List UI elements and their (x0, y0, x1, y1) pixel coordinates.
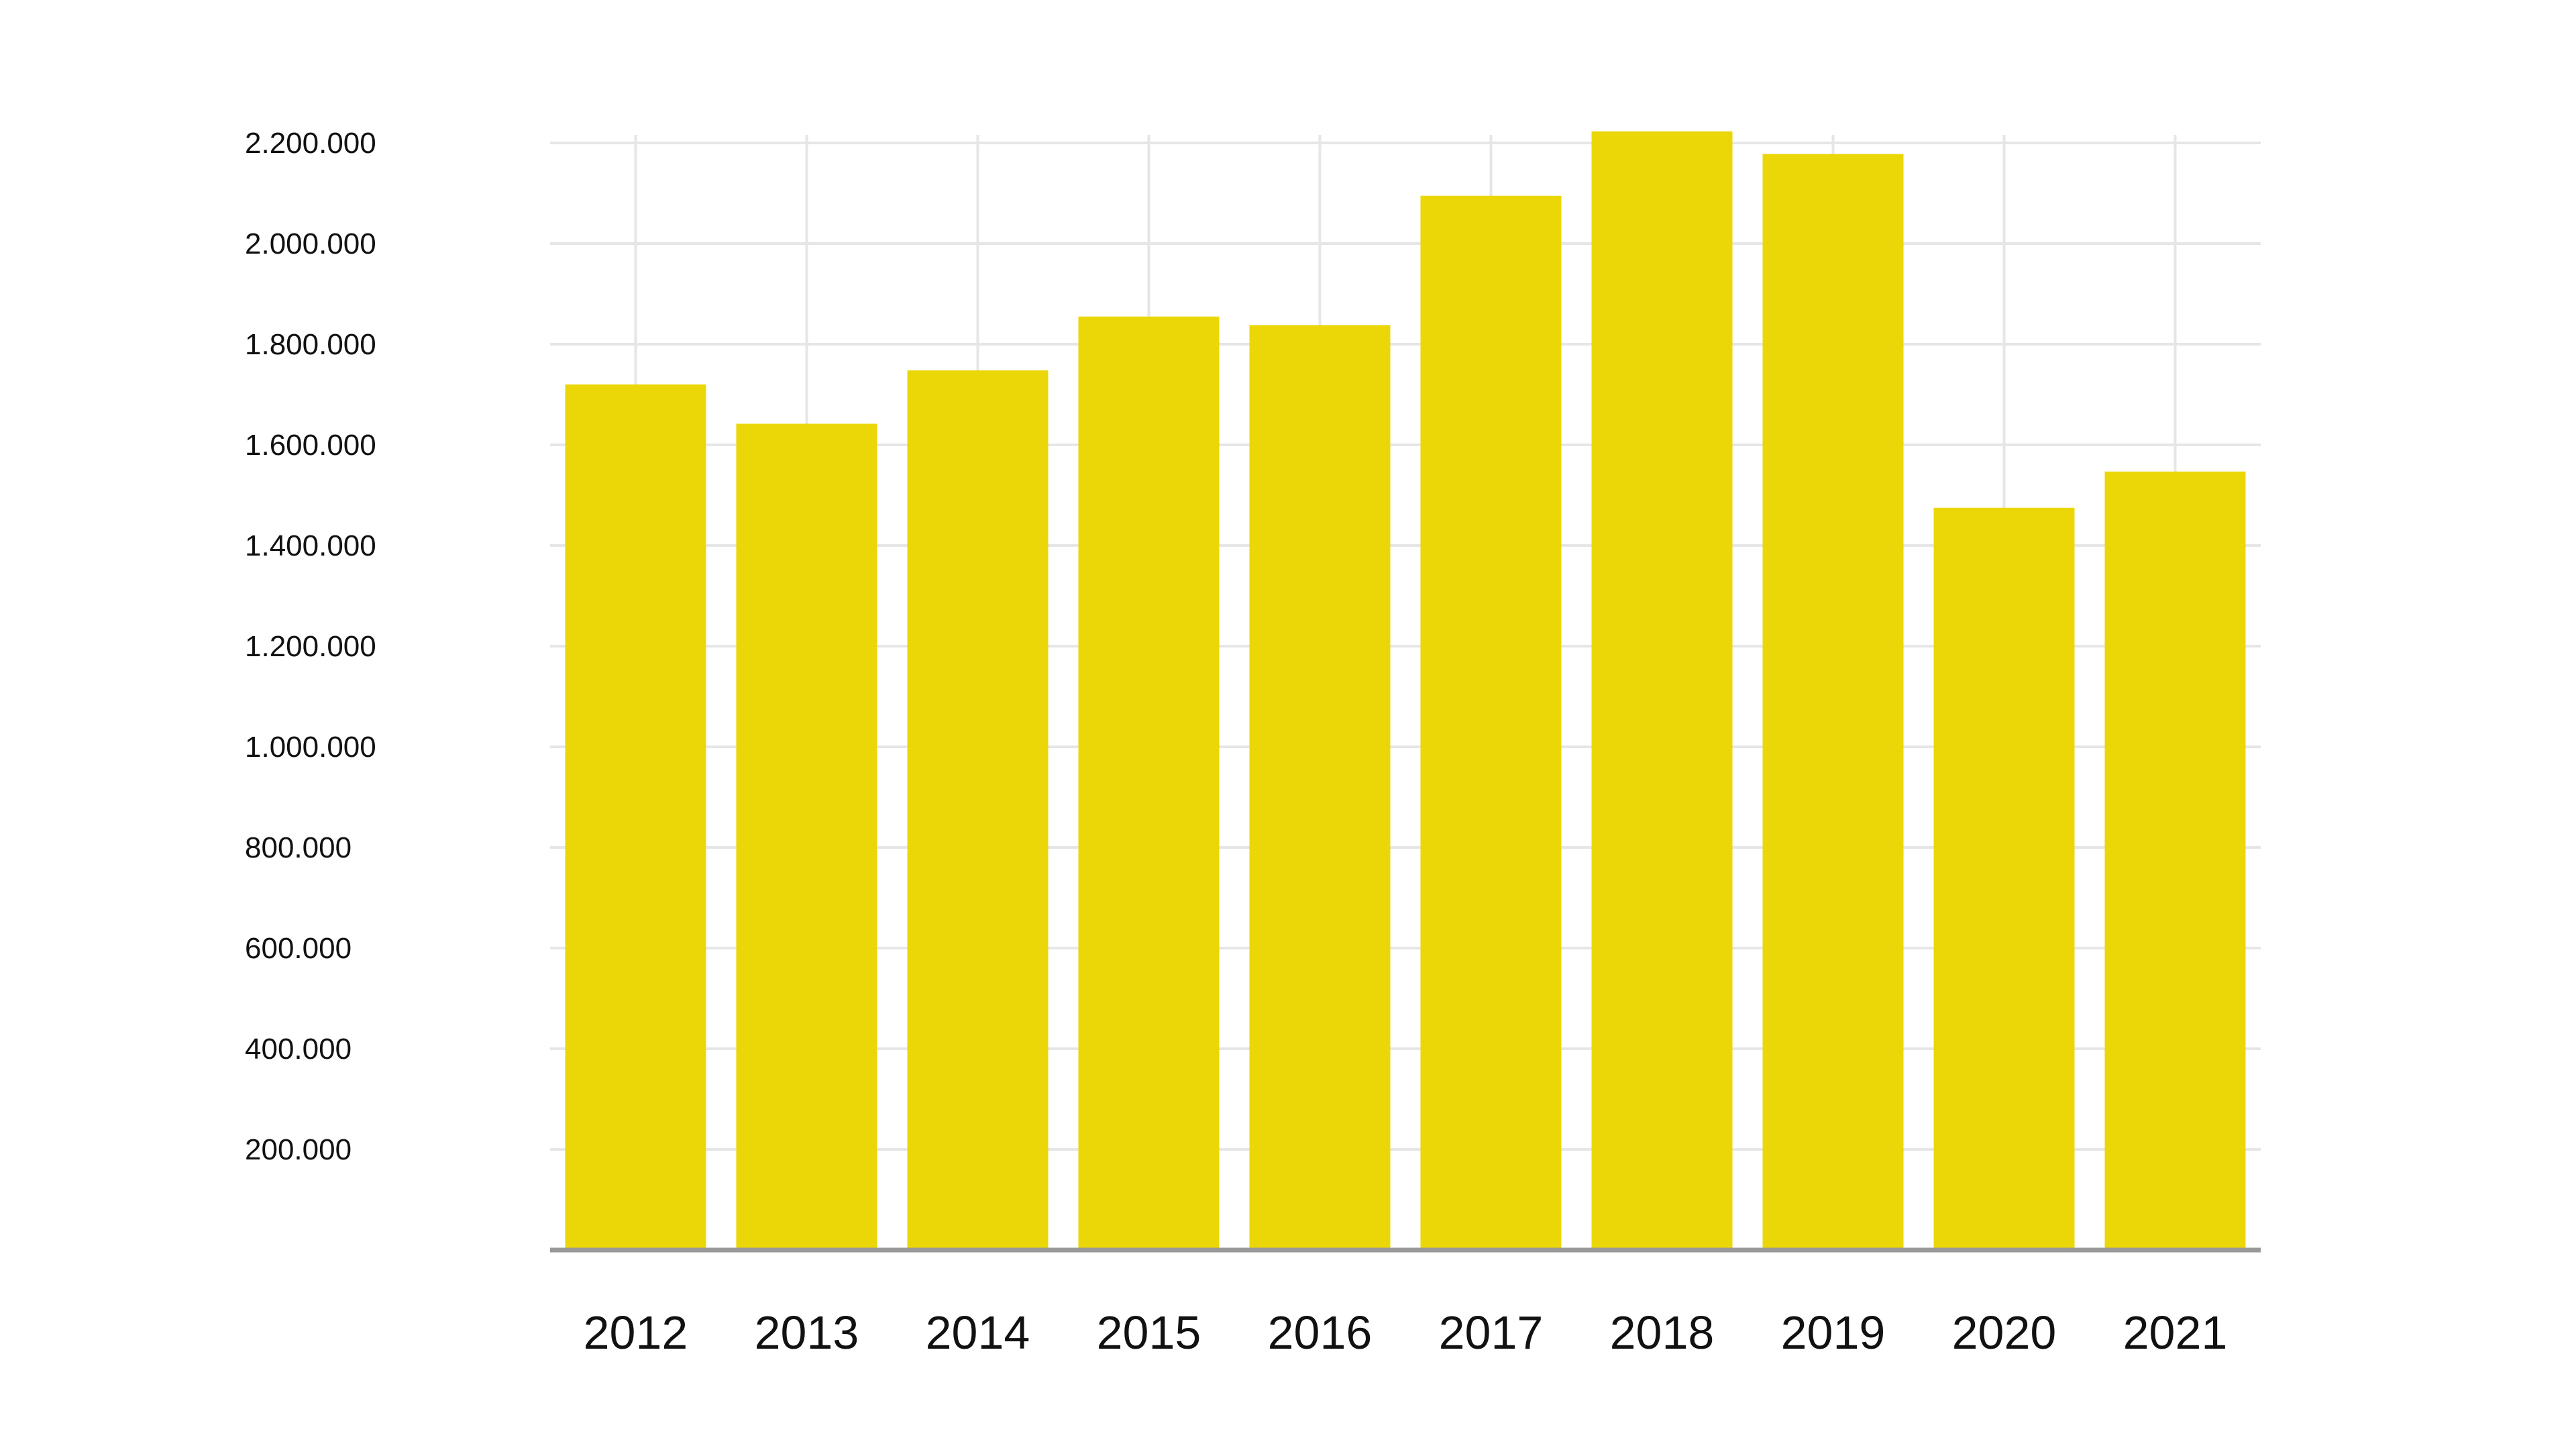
y-tick-label: 1.000.000 (245, 731, 376, 764)
y-tick-label: 2.000.000 (245, 227, 376, 260)
x-tick-label: 2013 (755, 1306, 859, 1359)
bar-2014 (907, 370, 1049, 1250)
x-tick-label: 2017 (1439, 1306, 1544, 1359)
y-tick-label: 400.000 (245, 1033, 352, 1066)
x-tick-label: 2016 (1268, 1306, 1373, 1359)
x-axis: 2012 2013 2014 2015 2016 2017 2018 2019 2020 2021 (550, 1247, 2261, 1359)
bar-2012 (565, 384, 706, 1250)
bar-2019 (1762, 154, 1904, 1250)
x-tick-label: 2021 (2123, 1306, 2228, 1359)
y-tick-label: 1.200.000 (245, 630, 376, 663)
y-tick-label: 200.000 (245, 1133, 352, 1166)
bar-2013 (736, 423, 877, 1250)
x-tick-label: 2020 (1952, 1306, 2057, 1359)
y-tick-label: 1.400.000 (245, 529, 376, 562)
y-tick-label: 1.600.000 (245, 429, 376, 462)
x-tick-label: 2019 (1781, 1306, 1886, 1359)
bar-2018 (1591, 131, 1733, 1250)
x-tick-label: 2014 (926, 1306, 1030, 1359)
y-tick-label: 600.000 (245, 932, 352, 965)
bar-2021 (2104, 471, 2246, 1250)
x-tick-label: 2012 (584, 1306, 688, 1359)
y-axis: 200.000 400.000 600.000 800.000 1.000.000 1.2… (245, 127, 376, 1166)
bar-2016 (1249, 325, 1391, 1250)
y-tick-label: 1.800.000 (245, 328, 376, 361)
bar-2017 (1420, 195, 1562, 1250)
y-tick-label: 800.000 (245, 831, 352, 864)
bar-2015 (1078, 316, 1220, 1250)
x-tick-label: 2018 (1610, 1306, 1715, 1359)
bar-2020 (1933, 507, 2075, 1250)
y-tick-label: 2.200.000 (245, 127, 376, 160)
bars (565, 131, 2246, 1250)
x-tick-label: 2015 (1097, 1306, 1201, 1359)
